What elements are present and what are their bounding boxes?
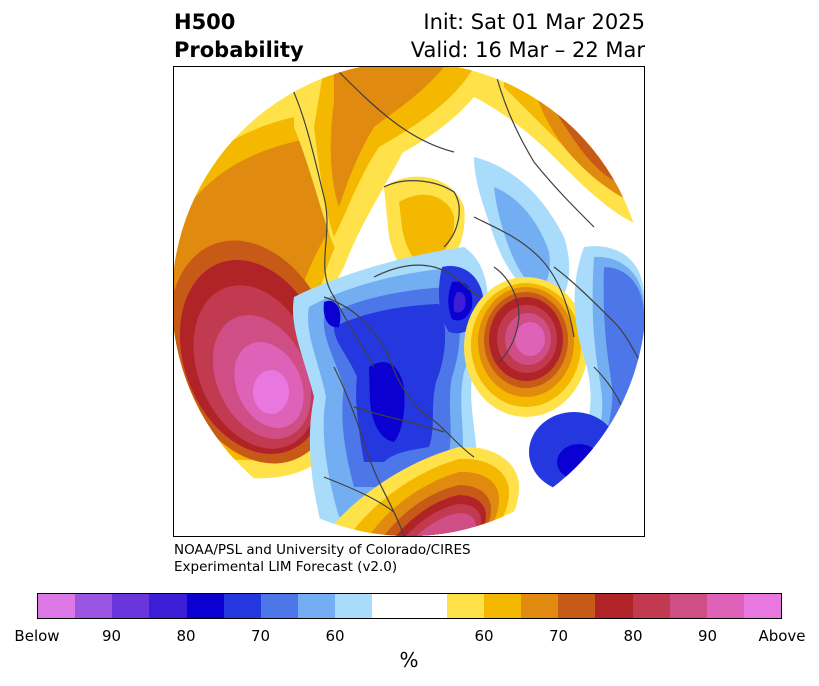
colorbar-cell [298, 594, 336, 618]
colorbar [37, 593, 782, 619]
colorbar-tick-label: 60 [325, 627, 345, 645]
colorbar-cell [706, 594, 744, 618]
credit-line-2: Experimental LIM Forecast (v2.0) [174, 559, 398, 575]
colorbar-tick-label: 70 [548, 627, 569, 645]
colorbar-cell [75, 594, 113, 618]
colorbar-tick-label: 90 [697, 627, 718, 645]
colorbar-tick-label: 90 [101, 627, 122, 645]
title-line-probability: Probability [174, 38, 304, 62]
colorbar-cell [632, 594, 670, 618]
colorbar-cell [595, 594, 633, 618]
colorbar-tick-label: 80 [176, 627, 196, 645]
colorbar-cell [38, 594, 76, 618]
cool-anomaly-siberia [474, 157, 570, 307]
colorbar-cell [112, 594, 150, 618]
title-variable: H500 Probability [174, 8, 304, 64]
colorbar-cell [446, 594, 484, 618]
credit-line-1: NOAA/PSL and University of Colorado/CIRE… [174, 542, 471, 558]
colorbar-tick-label: 70 [250, 627, 271, 645]
colorbar-tick-label: Below [14, 627, 60, 645]
credit-text: NOAA/PSL and University of Colorado/CIRE… [174, 542, 471, 576]
colorbar-cell [223, 594, 261, 618]
colorbar-tick-label: 60 [474, 627, 494, 645]
colorbar-tick-label: 80 [623, 627, 643, 645]
colorbar-cell [335, 594, 373, 618]
colorbar-cell [483, 594, 522, 618]
colorbar-unit: % [399, 648, 419, 672]
colorbar-cell [409, 594, 447, 618]
title-dates: Init: Sat 01 Mar 2025 Valid: 16 Mar – 22… [411, 8, 645, 64]
title-line-h500: H500 [174, 10, 236, 34]
colorbar-cell [372, 594, 410, 618]
colorbar-cell [521, 594, 559, 618]
colorbar-cell [743, 594, 782, 618]
colorbar-cell [186, 594, 224, 618]
colorbar-tick-label: Above [758, 627, 806, 645]
colorbar-cell [558, 594, 596, 618]
colorbar-cell [669, 594, 707, 618]
warm-anomaly-europe [464, 277, 588, 417]
colorbar-cell [260, 594, 299, 618]
init-date: Init: Sat 01 Mar 2025 [423, 10, 645, 34]
land-outlines [283, 67, 644, 536]
polar-map [173, 66, 645, 537]
colorbar-cell [149, 594, 187, 618]
valid-range: Valid: 16 Mar – 22 Mar [410, 38, 645, 62]
polar-map-canvas [174, 67, 644, 536]
warm-anomaly-atlantic [324, 446, 519, 536]
